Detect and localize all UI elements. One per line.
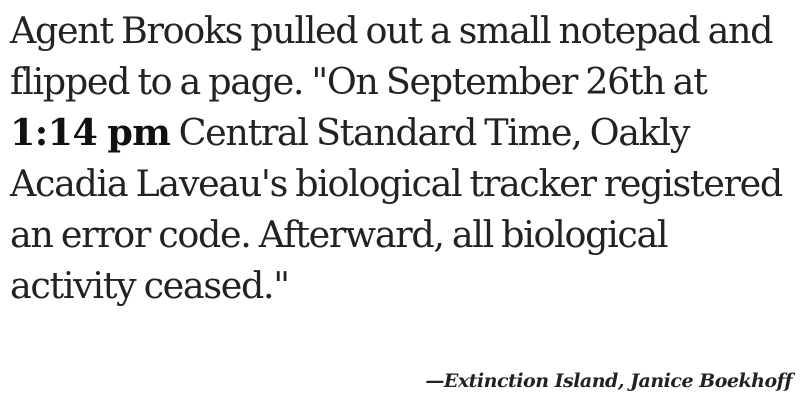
quote-attribution: —Extinction Island, Janice Boekhoff xyxy=(425,370,792,392)
quote-text: Agent Brooks pulled out a small notepad … xyxy=(10,5,795,311)
quote-text-part: Agent Brooks pulled out a small notepad … xyxy=(10,9,774,103)
quote-text-part: Central Standard Time, Oakly Acadia Lave… xyxy=(10,111,783,307)
quote-time-highlight: 1:14 pm xyxy=(10,111,171,154)
